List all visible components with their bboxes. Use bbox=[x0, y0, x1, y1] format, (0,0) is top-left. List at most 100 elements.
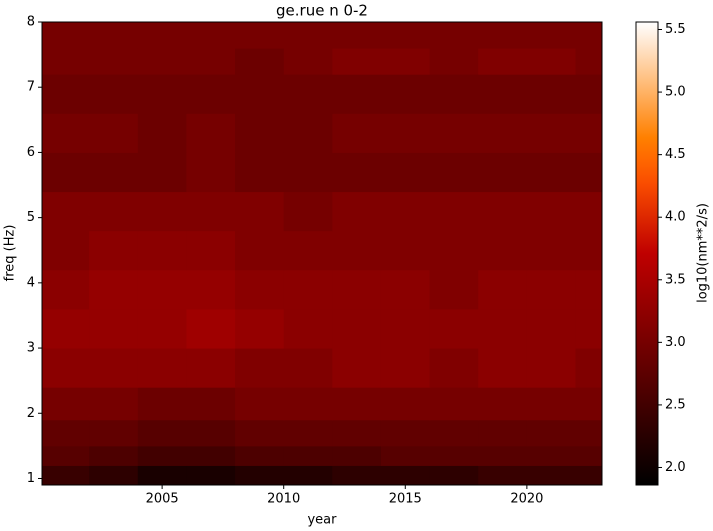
heatmap-cell bbox=[42, 74, 90, 114]
heatmap-cell bbox=[332, 230, 382, 271]
y-tick-label: 4 bbox=[27, 275, 35, 290]
heatmap-cell bbox=[478, 48, 528, 75]
heatmap-cell bbox=[137, 387, 187, 421]
heatmap-cell bbox=[283, 74, 333, 114]
heatmap-cell bbox=[186, 465, 236, 486]
heatmap-cell bbox=[380, 308, 431, 349]
heatmap-cell bbox=[89, 48, 139, 75]
heatmap-cell bbox=[42, 445, 90, 466]
y-tick-label: 2 bbox=[27, 406, 35, 421]
heatmap-cell bbox=[429, 348, 479, 388]
heatmap-cell bbox=[235, 465, 285, 486]
heatmap-cell bbox=[575, 230, 603, 271]
heatmap-cell bbox=[332, 308, 382, 349]
heatmap-cell bbox=[89, 445, 139, 466]
heatmap-cell bbox=[186, 48, 236, 75]
heatmap-cell bbox=[429, 387, 479, 421]
heatmap-cell bbox=[89, 152, 139, 193]
y-tick-label: 5 bbox=[27, 210, 35, 225]
heatmap-cell bbox=[137, 152, 187, 193]
y-tick-label: 6 bbox=[27, 145, 35, 160]
heatmap-cell bbox=[478, 230, 528, 271]
heatmap-cell bbox=[429, 22, 479, 49]
heatmap-cell bbox=[137, 113, 187, 153]
heatmap-cell bbox=[380, 113, 431, 153]
heatmap-cell bbox=[42, 419, 90, 447]
heatmap-cell bbox=[283, 48, 333, 75]
heatmap-cell bbox=[575, 152, 603, 193]
plot-frame bbox=[41, 21, 603, 486]
heatmap-cell bbox=[429, 465, 479, 486]
heatmap-cell bbox=[429, 308, 479, 349]
heatmap-cell bbox=[575, 465, 603, 486]
heatmap-cell bbox=[332, 445, 382, 466]
heatmap-cell bbox=[575, 191, 603, 232]
heatmap-cell bbox=[380, 445, 431, 466]
heatmap-cell bbox=[235, 387, 285, 421]
colorbar-tick-label: 5.0 bbox=[665, 85, 686, 100]
heatmap-cell bbox=[478, 445, 528, 466]
heatmap-cell bbox=[478, 419, 528, 447]
colorbar-tick-label: 5.5 bbox=[665, 22, 686, 37]
heatmap-cell bbox=[429, 152, 479, 193]
heatmap-cell bbox=[380, 348, 431, 388]
heatmap-cell bbox=[429, 113, 479, 153]
x-axis-label: year bbox=[307, 513, 337, 528]
heatmap-cell bbox=[332, 48, 382, 75]
heatmap-cell bbox=[332, 465, 382, 486]
heatmap-cell bbox=[575, 22, 603, 49]
heatmap-cell bbox=[42, 48, 90, 75]
heatmap-cell bbox=[478, 113, 528, 153]
heatmap-cell bbox=[89, 113, 139, 153]
heatmap-cell bbox=[332, 348, 382, 388]
heatmap-cell bbox=[137, 445, 187, 466]
x-tick-label: 2020 bbox=[510, 492, 543, 507]
y-tick-label: 7 bbox=[27, 80, 35, 95]
heatmap-cell bbox=[380, 48, 431, 75]
heatmap-cell bbox=[575, 269, 603, 310]
heatmap-cell bbox=[235, 22, 285, 49]
colorbar bbox=[635, 21, 659, 486]
heatmap-cell bbox=[235, 348, 285, 388]
heatmap-cell bbox=[429, 445, 479, 466]
heatmap-cell bbox=[526, 465, 576, 486]
heatmap-cell bbox=[380, 191, 431, 232]
y-tick-label: 1 bbox=[27, 471, 35, 486]
heatmap-cell bbox=[283, 230, 333, 271]
heatmap-cell bbox=[89, 419, 139, 447]
heatmap-cell bbox=[283, 22, 333, 49]
heatmap-cell bbox=[575, 48, 603, 75]
x-tick-label: 2005 bbox=[146, 492, 179, 507]
colorbar-tick-label: 3.5 bbox=[665, 272, 686, 287]
heatmap-cell bbox=[235, 152, 285, 193]
heatmap-cell bbox=[429, 419, 479, 447]
heatmap-cell bbox=[137, 308, 187, 349]
heatmap-cell bbox=[186, 308, 236, 349]
heatmap-cell bbox=[283, 445, 333, 466]
heatmap-cell bbox=[235, 230, 285, 271]
heatmap-cell bbox=[42, 465, 90, 486]
heatmap-cell bbox=[575, 387, 603, 421]
heatmap-cell bbox=[526, 230, 576, 271]
heatmap-cell bbox=[332, 152, 382, 193]
heatmap-cell bbox=[42, 269, 90, 310]
heatmap-cell bbox=[137, 269, 187, 310]
x-tick-label: 2010 bbox=[267, 492, 300, 507]
heatmap-cell bbox=[137, 348, 187, 388]
heatmap-cell bbox=[137, 191, 187, 232]
y-tick-label: 3 bbox=[27, 341, 35, 356]
colorbar-label: log10(nm**2/s) bbox=[696, 203, 711, 303]
colorbar-tick-label: 3.0 bbox=[665, 335, 686, 350]
heatmap-cell bbox=[137, 465, 187, 486]
heatmap-cell bbox=[235, 308, 285, 349]
heatmap-cell bbox=[42, 387, 90, 421]
heatmap-cell bbox=[89, 387, 139, 421]
heatmap-cell bbox=[526, 269, 576, 310]
heatmap-cell bbox=[478, 22, 528, 49]
heatmap-cell bbox=[283, 348, 333, 388]
heatmap-cell bbox=[478, 348, 528, 388]
x-tick-label: 2015 bbox=[389, 492, 422, 507]
heatmap-cell bbox=[380, 22, 431, 49]
heatmap-cell bbox=[89, 22, 139, 49]
